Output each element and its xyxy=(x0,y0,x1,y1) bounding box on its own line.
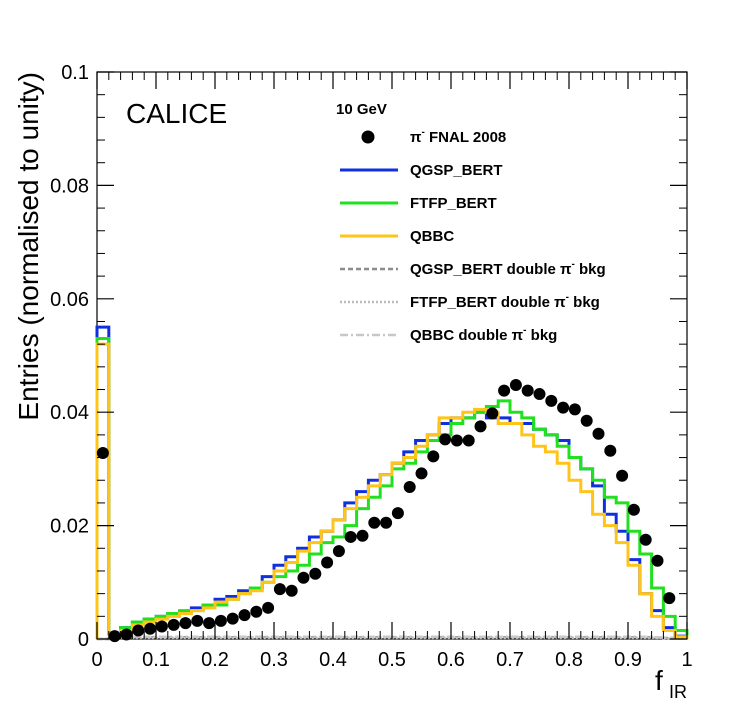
data-point xyxy=(415,467,428,480)
data-point xyxy=(321,556,334,569)
data-point xyxy=(108,630,121,643)
data-point xyxy=(155,620,168,633)
data-point xyxy=(203,617,216,630)
x-tick-label: 0.8 xyxy=(555,649,583,671)
data-point xyxy=(344,530,357,543)
plot-series xyxy=(95,325,689,643)
data-point xyxy=(604,444,617,457)
data-point xyxy=(120,628,133,641)
data-point xyxy=(462,434,475,447)
data-point xyxy=(403,481,416,494)
data-point xyxy=(474,420,487,433)
data-point xyxy=(132,624,145,637)
legend-label: QGSP_BERT xyxy=(410,162,503,179)
data-point xyxy=(439,433,452,446)
axis-labels: 0 0.1 0.2 0.3 0.4 0.5 0.6 0.7 0.8 0.9 1 0 0.02 0.04 0.… xyxy=(13,62,693,702)
y-axis-title: Entries (normalised to unity) xyxy=(13,72,44,421)
data-point xyxy=(96,447,109,460)
data-point xyxy=(191,614,204,627)
data-point xyxy=(368,516,381,529)
data-point xyxy=(309,567,322,580)
data-point xyxy=(214,614,227,627)
y-tick-label: 0.04 xyxy=(50,402,89,424)
x-tick-label: 0 xyxy=(91,649,102,671)
data-point xyxy=(262,601,275,614)
data-point xyxy=(651,554,664,567)
data-point xyxy=(616,469,629,482)
data-point xyxy=(509,378,522,391)
data-point xyxy=(486,407,499,420)
y-tick-label: 0.08 xyxy=(50,175,89,197)
data-point xyxy=(391,507,404,520)
x-axis-title: f xyxy=(655,665,663,696)
legend-label: QGSP_BERT double π- bkg xyxy=(410,259,606,278)
data-point xyxy=(285,584,298,597)
data-point xyxy=(498,384,511,397)
legend: π- FNAL 2008 QGSP_BERT FTFP_BERT QBBC QGSP_B… xyxy=(340,127,606,344)
calice-watermark: CALICE xyxy=(126,98,227,129)
axis-ticks xyxy=(96,71,688,640)
legend-label: π- FNAL 2008 xyxy=(410,127,506,146)
data-point xyxy=(380,516,393,529)
y-tick-label: 0.06 xyxy=(50,289,89,311)
data-point xyxy=(627,503,640,516)
data-point xyxy=(557,401,570,414)
legend-label: QBBC xyxy=(410,228,454,245)
x-tick-label: 0.1 xyxy=(142,649,170,671)
data-point xyxy=(144,622,157,635)
data-point xyxy=(250,605,263,618)
data-point xyxy=(332,545,345,558)
x-tick-label: 0.6 xyxy=(437,649,465,671)
data-point xyxy=(356,529,369,542)
x-tick-label: 0.2 xyxy=(201,649,229,671)
data-point xyxy=(167,618,180,631)
legend-label: FTFP_BERT xyxy=(410,195,497,212)
x-tick-label: 0.3 xyxy=(260,649,288,671)
data-point xyxy=(297,571,310,584)
data-point xyxy=(179,617,192,630)
data-point xyxy=(273,583,286,596)
legend-label: FTFP_BERT double π- bkg xyxy=(410,292,600,311)
plot-frame-box xyxy=(96,71,688,640)
y-tick-label: 0.1 xyxy=(61,62,89,84)
series-qbbc-line xyxy=(95,342,689,639)
x-tick-label: 0.5 xyxy=(378,649,406,671)
data-point xyxy=(533,388,546,401)
data-point xyxy=(663,592,676,605)
data-point xyxy=(580,414,593,427)
data-point xyxy=(592,427,605,440)
data-point xyxy=(639,533,652,546)
legend-marker-data xyxy=(361,130,375,144)
legend-label: QBBC double π- bkg xyxy=(410,325,557,344)
data-point xyxy=(545,394,558,407)
x-tick-label: 0.7 xyxy=(496,649,524,671)
series-ftfp-bert-double-bkg-line xyxy=(97,636,689,641)
energy-label: 10 GeV xyxy=(336,101,387,118)
data-point xyxy=(521,384,534,397)
x-tick-label: 0.9 xyxy=(614,649,642,671)
data-point xyxy=(427,450,440,463)
data-point xyxy=(450,434,463,447)
x-axis-title-subscript: IR xyxy=(669,682,687,702)
series-qbbc-double-bkg-line xyxy=(97,635,689,641)
data-point xyxy=(226,612,239,625)
series-ftfp-bert-line xyxy=(95,336,689,639)
data-point xyxy=(568,403,581,416)
y-tick-label: 0.02 xyxy=(50,516,89,538)
x-tick-label: 1 xyxy=(681,649,692,671)
plot-frame xyxy=(96,71,688,640)
data-point xyxy=(238,609,251,622)
x-tick-label: 0.4 xyxy=(319,649,347,671)
y-tick-label: 0 xyxy=(78,629,89,651)
